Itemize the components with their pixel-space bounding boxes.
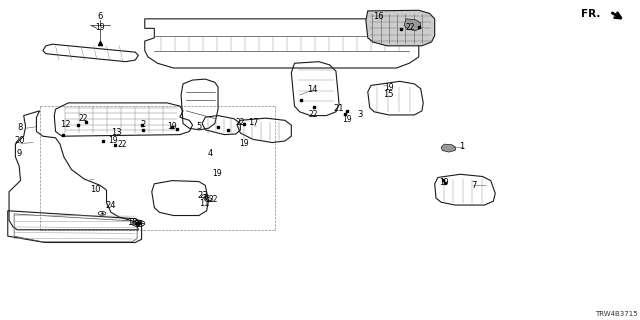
Text: 22: 22 <box>78 114 88 123</box>
Text: 19: 19 <box>239 139 248 148</box>
Text: 22: 22 <box>309 110 318 119</box>
Text: 12: 12 <box>60 120 70 129</box>
Text: 19: 19 <box>212 169 221 178</box>
Polygon shape <box>366 10 435 46</box>
Text: 10: 10 <box>90 185 101 194</box>
Text: 11: 11 <box>199 199 209 208</box>
Text: 22: 22 <box>118 140 127 149</box>
Text: 19: 19 <box>167 122 177 131</box>
Text: 18: 18 <box>127 218 138 227</box>
Text: 1: 1 <box>459 142 464 151</box>
Text: 4: 4 <box>208 148 213 157</box>
Text: 22: 22 <box>236 118 245 127</box>
Text: TRW4B3715: TRW4B3715 <box>595 311 637 317</box>
Text: 2: 2 <box>140 120 145 129</box>
Text: 3: 3 <box>357 110 362 119</box>
Text: 19: 19 <box>384 83 394 92</box>
Text: 20: 20 <box>14 136 24 146</box>
Text: 19: 19 <box>95 23 105 32</box>
Text: 24: 24 <box>106 201 116 210</box>
Text: 7: 7 <box>472 181 477 190</box>
Text: 21: 21 <box>334 104 344 113</box>
Text: 6: 6 <box>97 12 103 21</box>
Text: 15: 15 <box>383 90 394 99</box>
Text: 17: 17 <box>248 118 259 127</box>
Text: 23: 23 <box>197 191 208 200</box>
Text: 22: 22 <box>406 23 415 32</box>
Text: 19: 19 <box>108 136 118 146</box>
Polygon shape <box>404 19 420 31</box>
Text: 19: 19 <box>342 115 351 124</box>
Text: 5: 5 <box>196 122 202 131</box>
Polygon shape <box>441 144 456 152</box>
Text: FR.: FR. <box>581 9 600 19</box>
Text: 22: 22 <box>208 195 218 204</box>
Text: 16: 16 <box>373 12 384 21</box>
Text: 8: 8 <box>18 123 23 132</box>
Text: 9: 9 <box>17 148 22 157</box>
Text: 13: 13 <box>111 128 122 137</box>
Text: 19: 19 <box>440 178 449 187</box>
Text: 14: 14 <box>307 85 317 94</box>
